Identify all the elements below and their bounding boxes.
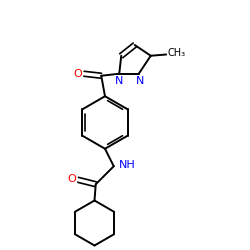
Text: CH₃: CH₃ bbox=[168, 48, 186, 58]
Text: NH: NH bbox=[119, 160, 136, 170]
Text: N: N bbox=[136, 76, 144, 86]
Text: N: N bbox=[115, 76, 124, 86]
Text: O: O bbox=[68, 174, 76, 184]
Text: O: O bbox=[74, 69, 82, 79]
